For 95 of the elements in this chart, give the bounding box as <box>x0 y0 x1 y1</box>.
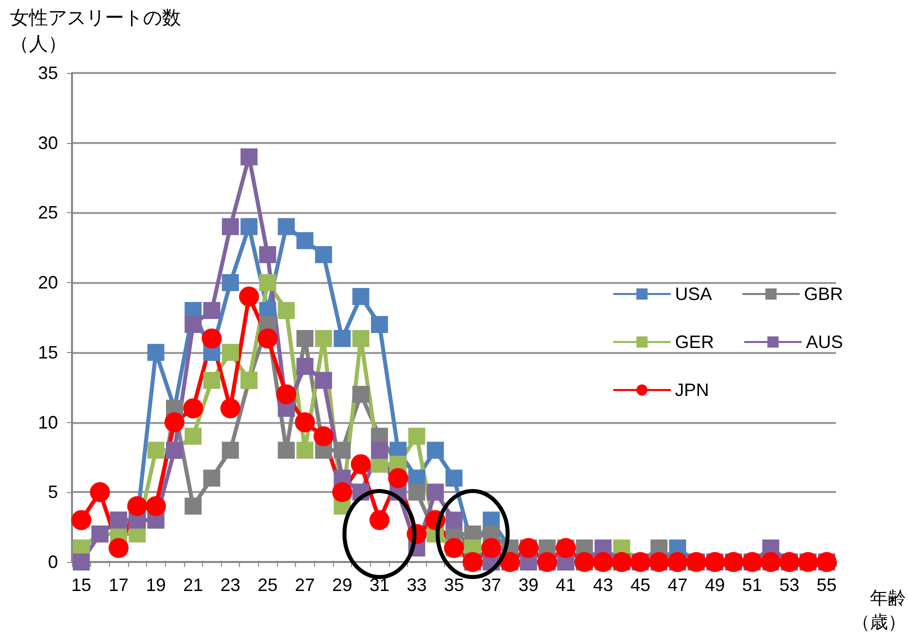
point <box>352 330 370 347</box>
x-tick-label: 53 <box>779 575 800 595</box>
x-tick-label: 27 <box>294 575 315 595</box>
point <box>72 554 90 570</box>
point <box>296 358 314 375</box>
point <box>426 484 444 501</box>
point <box>240 148 258 166</box>
point <box>278 302 295 320</box>
point <box>369 510 390 530</box>
point <box>408 484 426 501</box>
point <box>278 442 295 459</box>
point <box>259 246 276 264</box>
x-tick-label: 55 <box>816 575 837 595</box>
point <box>334 442 351 459</box>
legend-label: AUS <box>806 332 844 352</box>
y-tick-label: 20 <box>38 272 58 293</box>
point <box>184 498 202 515</box>
legend-label: GBR <box>804 284 844 304</box>
y-tick-label: 25 <box>38 202 58 223</box>
point <box>332 482 352 502</box>
point <box>108 538 129 558</box>
point <box>296 330 314 347</box>
point <box>481 538 502 558</box>
point <box>90 482 110 502</box>
point <box>350 454 371 474</box>
point <box>352 386 370 403</box>
x-tick-label: 21 <box>183 575 204 595</box>
x-tick-label: 15 <box>71 575 92 595</box>
point <box>370 316 388 333</box>
point <box>334 330 351 347</box>
legend-label: JPN <box>674 380 709 400</box>
x-axis-title: 年齢（歳） <box>851 587 906 634</box>
legend-label: GER <box>674 332 714 352</box>
x-tick-label: 29 <box>332 575 352 595</box>
point <box>184 316 202 333</box>
point <box>127 496 148 516</box>
point <box>222 218 239 236</box>
point <box>370 442 388 459</box>
point <box>278 218 295 236</box>
y-tick-label: 0 <box>48 552 58 572</box>
point <box>239 286 260 307</box>
x-tick-label: 49 <box>704 575 725 595</box>
point <box>352 288 370 306</box>
point <box>315 330 332 347</box>
point <box>315 246 332 264</box>
point <box>294 412 315 432</box>
point <box>202 328 222 348</box>
point <box>426 442 444 459</box>
point <box>146 496 166 516</box>
point <box>222 442 239 459</box>
point <box>314 426 334 446</box>
x-tick-label: 45 <box>630 575 650 595</box>
y-tick-label: 30 <box>38 132 58 153</box>
legend-label: USA <box>674 284 712 304</box>
point <box>296 442 314 459</box>
point <box>222 274 239 292</box>
point <box>276 384 296 404</box>
point <box>258 328 278 348</box>
point <box>147 442 164 459</box>
point <box>203 302 220 320</box>
x-tick-label: 33 <box>406 575 427 595</box>
point <box>71 510 92 530</box>
point <box>147 344 164 361</box>
point <box>184 428 202 445</box>
x-tick-label: 41 <box>556 575 576 595</box>
point <box>315 372 332 389</box>
point <box>240 218 258 236</box>
x-tick-label: 17 <box>108 575 129 595</box>
point <box>203 470 220 487</box>
point <box>446 470 462 487</box>
point <box>222 344 239 361</box>
point <box>388 468 408 488</box>
point <box>408 428 426 445</box>
x-tick-label: 35 <box>444 575 464 595</box>
x-tick-label: 51 <box>742 575 762 595</box>
point <box>446 512 462 529</box>
point <box>220 398 240 418</box>
y-tick-label: 35 <box>38 63 58 83</box>
y-axis-title: 女性アスリートの数（人） <box>10 7 182 57</box>
x-tick-label: 37 <box>481 575 502 595</box>
point <box>164 412 184 432</box>
x-tick-label: 23 <box>220 575 240 595</box>
x-tick-label: 31 <box>369 575 390 595</box>
point <box>259 274 276 292</box>
y-tick-label: 15 <box>38 342 58 362</box>
y-tick-label: 10 <box>38 412 58 432</box>
x-tick-label: 47 <box>668 575 688 595</box>
point <box>203 372 220 389</box>
x-tick-label: 43 <box>593 575 614 595</box>
point <box>183 398 204 418</box>
y-tick-label: 5 <box>48 482 58 502</box>
x-tick-label: 39 <box>518 575 539 595</box>
x-tick-label: 19 <box>146 575 166 595</box>
point <box>296 232 314 250</box>
x-tick-label: 25 <box>258 575 278 595</box>
